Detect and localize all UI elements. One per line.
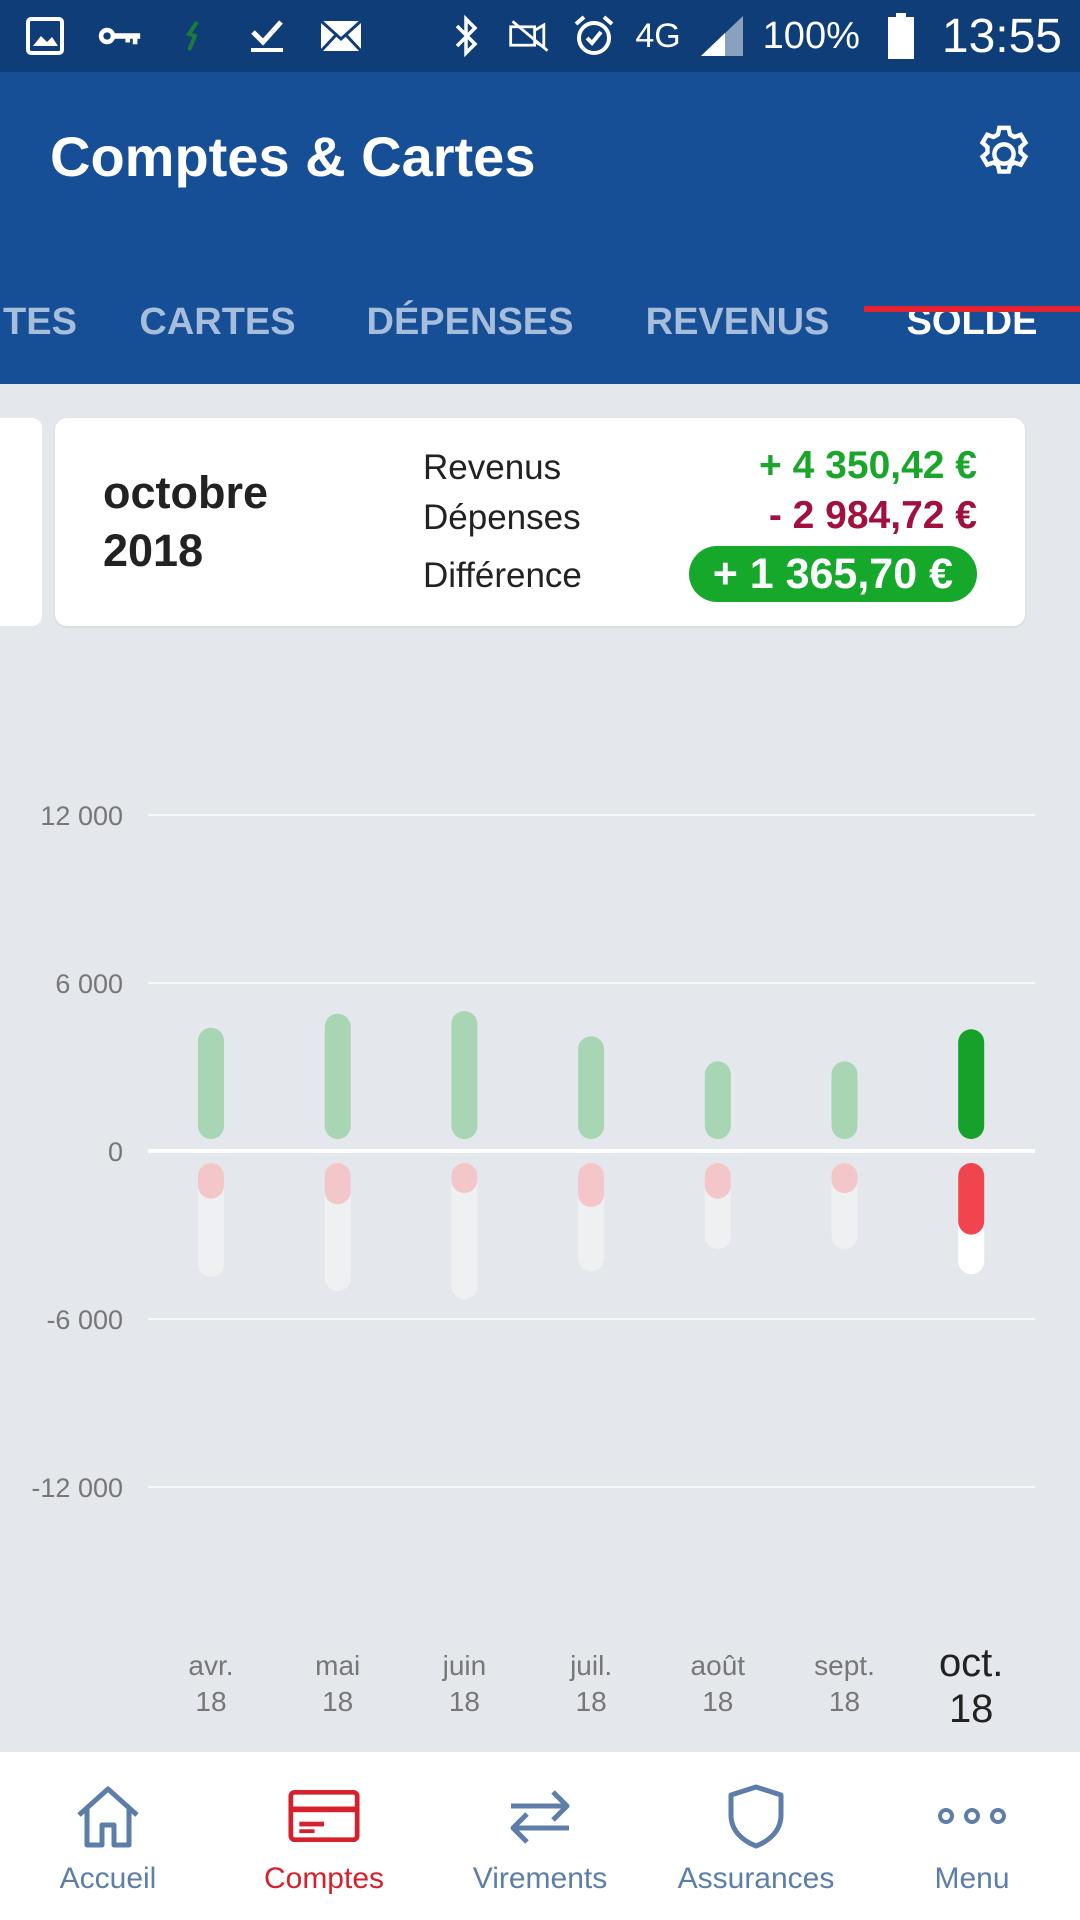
summary-period: octobre 2018 xyxy=(103,464,268,580)
bottom-navigation: Accueil Comptes Virements Assurances Men… xyxy=(0,1752,1080,1920)
x-tick-label[interactable]: août 18 xyxy=(658,1648,778,1720)
x-tick-month: juil. xyxy=(570,1650,613,1681)
income-bar xyxy=(198,1027,224,1139)
income-bar xyxy=(451,1011,478,1139)
transfer-icon xyxy=(504,1780,576,1852)
nav-virements-label: Virements xyxy=(472,1862,608,1895)
nav-accueil-label: Accueil xyxy=(59,1862,157,1895)
app-bar: Comptes & Cartes TES CARTES DÉPENSES REV… xyxy=(0,72,1080,384)
battery-percent: 100% xyxy=(762,14,860,57)
more-icon xyxy=(936,1780,1008,1852)
nav-comptes[interactable]: Comptes xyxy=(216,1752,432,1920)
settings-button[interactable] xyxy=(964,114,1044,194)
x-tick-label[interactable]: mai 18 xyxy=(278,1648,398,1720)
x-tick-year: 18 xyxy=(828,1686,861,1717)
nav-menu[interactable]: Menu xyxy=(864,1752,1080,1920)
nav-assurances-label: Assurances xyxy=(677,1862,835,1895)
mail-icon xyxy=(318,13,364,59)
summary-year: 2018 xyxy=(103,525,204,576)
x-tick-label[interactable]: juin 18 xyxy=(404,1648,524,1720)
x-tick-year: 18 xyxy=(195,1686,227,1717)
status-system: 4G 100% 13:55 xyxy=(443,8,1062,64)
card-icon xyxy=(288,1780,360,1852)
income-bar xyxy=(958,1029,985,1139)
expense-bar xyxy=(198,1163,224,1199)
difference-badge: + 1 365,70 € xyxy=(688,546,977,602)
gallery-icon xyxy=(22,13,68,59)
x-tick-year: 18 xyxy=(322,1686,354,1717)
summary-month: octobre xyxy=(103,467,269,518)
income-bar xyxy=(578,1036,605,1139)
tab-solde[interactable]: SOLDE xyxy=(906,300,1038,343)
tab-bar: TES CARTES DÉPENSES REVENUS SOLDE xyxy=(0,260,1080,384)
shield-icon xyxy=(720,1780,792,1852)
previous-month-card[interactable] xyxy=(0,418,42,626)
x-tick-month: oct. xyxy=(938,1641,1004,1685)
signal-icon xyxy=(699,13,745,59)
y-tick-label: 12 000 xyxy=(40,801,123,831)
x-tick-year: 18 xyxy=(702,1686,734,1717)
nav-assurances[interactable]: Assurances xyxy=(648,1752,864,1920)
x-tick-year: 18 xyxy=(948,1687,994,1731)
tab-indicator xyxy=(864,306,1080,312)
income-label: Revenus xyxy=(423,448,562,487)
x-tick-month: sept. xyxy=(814,1650,875,1681)
nav-comptes-label: Comptes xyxy=(263,1862,385,1895)
y-tick-label: -12 000 xyxy=(31,1473,123,1503)
y-tick-label: -6 000 xyxy=(46,1305,123,1335)
income-value: + 4 350,42 € xyxy=(759,444,977,487)
x-tick-year: 18 xyxy=(575,1686,607,1717)
expense-bar xyxy=(451,1163,478,1193)
expense-total-bar xyxy=(451,1163,478,1300)
income-bar xyxy=(704,1061,731,1139)
app-notification-icon xyxy=(170,13,216,59)
tab-cartes[interactable]: CARTES xyxy=(139,300,296,343)
alarm-icon xyxy=(571,13,617,59)
month-summary-card[interactable]: octobre 2018 Revenus + 4 350,42 € Dépens… xyxy=(55,418,1025,626)
expense-value: - 2 984,72 € xyxy=(768,494,977,537)
expense-bar xyxy=(578,1163,605,1207)
x-tick-label[interactable]: juil. 18 xyxy=(531,1648,651,1720)
expense-bar xyxy=(324,1163,351,1205)
home-icon xyxy=(72,1780,144,1852)
status-bar: 4G 100% 13:55 xyxy=(0,0,1080,72)
chart-canvas: 12 000 6 000 0 -6 000 -12 000 xyxy=(31,801,1035,1503)
difference-label: Différence xyxy=(423,556,582,595)
income-bar xyxy=(324,1013,351,1139)
nav-virements[interactable]: Virements xyxy=(432,1752,648,1920)
expense-bar xyxy=(831,1163,858,1193)
expense-bar xyxy=(958,1163,985,1235)
mute-icon xyxy=(507,13,553,59)
expense-bar xyxy=(704,1163,731,1199)
clock: 13:55 xyxy=(941,9,1062,63)
balance-chart: 12 000 6 000 0 -6 000 -12 000 avr. 18 mai 18 jui… xyxy=(0,640,1080,1750)
bluetooth-icon xyxy=(443,13,489,59)
expense-label: Dépenses xyxy=(423,498,581,537)
key-icon xyxy=(96,13,142,59)
battery-icon xyxy=(878,13,924,59)
status-notifications xyxy=(22,12,364,60)
x-tick-month: juin xyxy=(442,1650,487,1681)
x-tick-label[interactable]: sept. 18 xyxy=(785,1648,905,1720)
x-tick-year: 18 xyxy=(448,1686,480,1717)
tab-depenses[interactable]: DÉPENSES xyxy=(366,300,574,343)
tab-revenus[interactable]: REVENUS xyxy=(645,300,830,343)
x-tick-month: mai xyxy=(315,1650,361,1681)
income-bar xyxy=(831,1061,858,1139)
x-tick-month: avr. xyxy=(188,1650,234,1681)
x-tick-label[interactable]: oct. 18 xyxy=(911,1640,1031,1732)
network-type: 4G xyxy=(635,16,681,55)
x-tick-month: août xyxy=(690,1650,746,1681)
nav-accueil[interactable]: Accueil xyxy=(0,1752,216,1920)
gear-icon xyxy=(979,125,1029,174)
x-tick-label[interactable]: avr. 18 xyxy=(151,1648,271,1720)
page-title: Comptes & Cartes xyxy=(50,125,536,188)
download-done-icon xyxy=(244,13,290,59)
y-tick-label: 0 xyxy=(108,1137,123,1167)
tab-comptes[interactable]: TES xyxy=(3,300,77,343)
nav-menu-label: Menu xyxy=(934,1862,1010,1895)
y-tick-label: 6 000 xyxy=(55,969,123,999)
